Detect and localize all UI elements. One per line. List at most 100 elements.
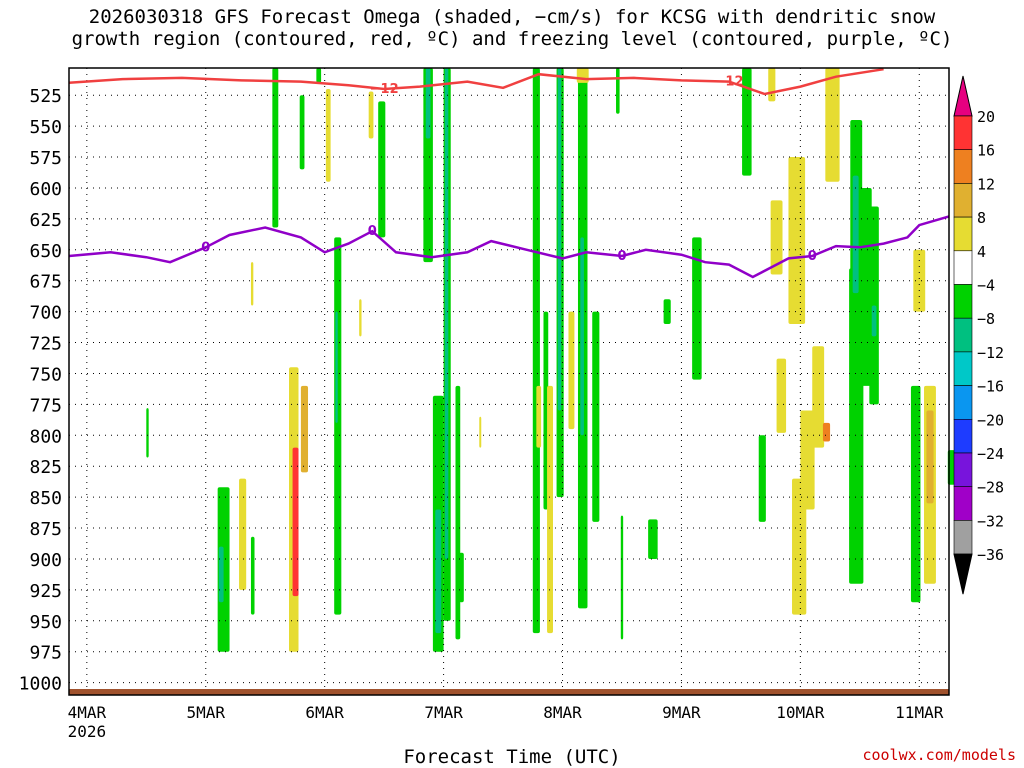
omega-cell-40 bbox=[648, 519, 658, 559]
colorbar-bottom-arrow bbox=[953, 553, 973, 595]
omega-cell-14 bbox=[335, 311, 338, 423]
colorbar-swatch-9 bbox=[953, 385, 973, 420]
x-tick-label-1: 5MAR bbox=[186, 703, 225, 722]
y-tick-label-19: 1000 bbox=[19, 674, 62, 695]
omega-cell-46 bbox=[770, 200, 783, 275]
omega-cell-33 bbox=[568, 311, 575, 430]
omega-cell-6 bbox=[272, 68, 279, 228]
colorbar-swatch-13 bbox=[953, 520, 973, 555]
colorbar-label-1: 16 bbox=[977, 142, 995, 160]
omega-cell-28 bbox=[536, 385, 542, 448]
omega-cell-59 bbox=[871, 305, 877, 337]
chart-title: 2026030318 GFS Forecast Omega (shaded, −… bbox=[0, 6, 1024, 50]
x-tick-label-3: 7MAR bbox=[424, 703, 463, 722]
colorbar-label-8: −16 bbox=[977, 378, 1004, 396]
omega-cell-21 bbox=[435, 509, 442, 634]
y-tick-label-18: 975 bbox=[29, 643, 62, 664]
omega-shading-layer bbox=[146, 68, 955, 652]
omega-cell-56 bbox=[852, 175, 859, 294]
omega-cell-30 bbox=[547, 385, 553, 634]
colorbar-swatch-5 bbox=[953, 250, 973, 285]
colorbar-label-13: −36 bbox=[977, 546, 1004, 564]
colorbar-swatch-4 bbox=[953, 216, 973, 252]
omega-cell-3 bbox=[239, 478, 247, 590]
y-tick-label-7: 700 bbox=[29, 303, 62, 324]
grid-layer bbox=[69, 68, 949, 695]
y-tick-label-3: 600 bbox=[29, 179, 62, 200]
source-credit: coolwx.com/models bbox=[862, 746, 1016, 764]
omega-cell-53 bbox=[825, 68, 840, 182]
red-contour-label-0: −12 bbox=[370, 82, 399, 97]
y-tick-label-14: 875 bbox=[29, 519, 62, 540]
omega-cell-32 bbox=[557, 68, 562, 411]
omega-cell-11 bbox=[316, 68, 322, 83]
colorbar-top-arrow bbox=[953, 75, 973, 117]
omega-cell-39 bbox=[620, 515, 624, 640]
omega-cell-60 bbox=[910, 385, 921, 603]
omega-cell-61 bbox=[913, 249, 926, 312]
colorbar-label-12: −32 bbox=[977, 512, 1004, 530]
y-tick-label-8: 725 bbox=[29, 334, 62, 355]
x-tick-label-4: 8MAR bbox=[543, 703, 582, 722]
omega-cell-44 bbox=[758, 435, 766, 522]
colorbar-label-10: −24 bbox=[977, 445, 1004, 463]
colorbar-label-4: 4 bbox=[977, 243, 986, 261]
chart-title-line-1: 2026030318 GFS Forecast Omega (shaded, −… bbox=[88, 6, 936, 28]
purple-contour-line bbox=[68, 215, 950, 279]
colorbar-swatch-11 bbox=[953, 452, 973, 488]
x-axis-tick-labels: 4MAR 5MAR 6MAR 7MAR 8MAR 9MAR 10MAR 11MAR 2026 bbox=[68, 703, 944, 741]
y-tick-label-9: 750 bbox=[29, 364, 62, 385]
y-tick-label-5: 650 bbox=[29, 241, 62, 262]
omega-cell-5 bbox=[250, 262, 254, 306]
x-tick-label-7: 11MAR bbox=[895, 703, 944, 722]
omega-cell-8 bbox=[292, 447, 299, 597]
y-tick-label-6: 675 bbox=[29, 272, 62, 293]
colorbar-swatch-7 bbox=[953, 317, 973, 353]
omega-cell-25 bbox=[459, 552, 464, 603]
purple-contour-label-1: 0 bbox=[368, 224, 377, 239]
colorbar-swatch-10 bbox=[953, 418, 973, 454]
y-tick-label-11: 800 bbox=[29, 426, 62, 447]
omega-cell-45 bbox=[768, 68, 776, 102]
omega-cell-36 bbox=[592, 311, 600, 522]
omega-cell-49 bbox=[792, 478, 807, 615]
omega-cell-57 bbox=[859, 187, 872, 386]
y-tick-label-1: 550 bbox=[29, 117, 62, 138]
x-tick-label-6: 10MAR bbox=[776, 703, 825, 722]
omega-cell-27 bbox=[532, 68, 540, 634]
omega-cell-35 bbox=[580, 237, 584, 436]
x-tick-label-2: 6MAR bbox=[305, 703, 344, 722]
omega-cell-12 bbox=[325, 89, 331, 182]
y-tick-label-15: 900 bbox=[29, 550, 62, 571]
omega-cell-10 bbox=[299, 95, 305, 170]
omega-cell-41 bbox=[663, 299, 671, 324]
omega-cell-47 bbox=[776, 358, 787, 433]
omega-cell-9 bbox=[300, 385, 309, 473]
colorbar-label-11: −28 bbox=[977, 479, 1004, 497]
y-tick-label-16: 925 bbox=[29, 581, 62, 602]
omega-cell-2 bbox=[218, 546, 224, 603]
x-axis-label: Forecast Time (UTC) bbox=[403, 746, 621, 768]
colorbar-label-3: 8 bbox=[977, 209, 986, 227]
x-tick-label-5: 9MAR bbox=[662, 703, 701, 722]
colorbar-swatch-12 bbox=[953, 486, 973, 521]
omega-cell-48 bbox=[788, 157, 806, 324]
omega-cell-42 bbox=[692, 237, 702, 380]
x-tick-label-0: 4MAR bbox=[68, 703, 107, 722]
colorbar-swatch-1 bbox=[953, 115, 973, 151]
omega-cell-19 bbox=[425, 68, 431, 139]
omega-cell-16 bbox=[368, 91, 374, 139]
y-tick-label-13: 850 bbox=[29, 488, 62, 509]
omega-cell-50 bbox=[800, 410, 815, 510]
colorbar-label-7: −12 bbox=[977, 344, 1004, 362]
colorbar-label-9: −20 bbox=[977, 411, 1004, 429]
colorbar: 20 16 12 8 4 −4 −8 −12 −16 −20 −24 −28 −32 −36 bbox=[953, 75, 1004, 595]
omega-cell-43 bbox=[742, 68, 752, 176]
purple-contour-label-2: 0 bbox=[617, 249, 626, 264]
purple-contour-label-0: 0 bbox=[201, 240, 210, 255]
colorbar-label-0: 20 bbox=[977, 108, 995, 126]
omega-cell-52 bbox=[822, 422, 831, 442]
plot-frame bbox=[68, 67, 950, 696]
omega-cell-4 bbox=[250, 536, 255, 615]
colorbar-swatch-8 bbox=[953, 351, 973, 386]
